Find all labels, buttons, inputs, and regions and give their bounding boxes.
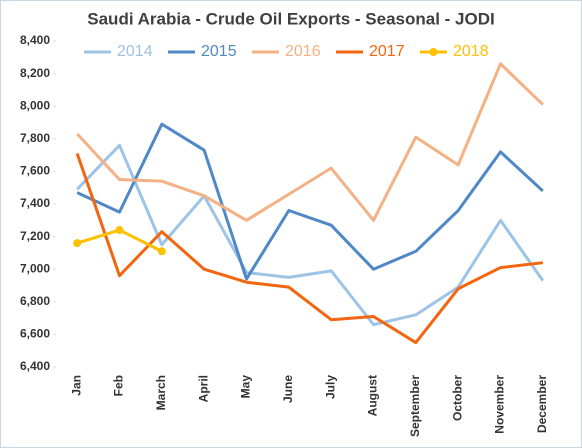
legend-label: 2016 bbox=[285, 43, 321, 60]
chart-title: Saudi Arabia - Crude Oil Exports - Seaso… bbox=[87, 9, 494, 28]
legend-label: 2014 bbox=[117, 43, 153, 60]
point bbox=[73, 239, 82, 248]
y-tick-label: 7,600 bbox=[20, 164, 50, 178]
point bbox=[115, 226, 124, 235]
series-line bbox=[76, 143, 545, 327]
y-tick-label: 7,000 bbox=[20, 261, 50, 275]
series-line bbox=[76, 122, 544, 281]
legend-marker bbox=[429, 48, 438, 56]
legend-label: 2015 bbox=[201, 43, 237, 60]
y-tick-label: 7,200 bbox=[20, 229, 50, 243]
point bbox=[157, 247, 166, 256]
x-tick-label: July bbox=[323, 375, 337, 399]
y-tick-label: 8,000 bbox=[20, 98, 50, 112]
x-tick-label: August bbox=[366, 375, 380, 416]
y-tick-label: 8,400 bbox=[20, 33, 50, 47]
y-tick-label: 6,600 bbox=[20, 327, 50, 341]
x-tick-label: October bbox=[450, 375, 464, 421]
x-tick-label: June bbox=[281, 375, 295, 403]
y-tick-label: 7,800 bbox=[20, 131, 50, 145]
y-tick-label: 7,400 bbox=[20, 196, 50, 210]
x-tick-label: May bbox=[239, 375, 253, 399]
x-tick-label: Feb bbox=[112, 375, 126, 396]
x-tick-label: March bbox=[154, 375, 168, 410]
x-tick-label: December bbox=[535, 375, 549, 433]
y-tick-label: 6,800 bbox=[20, 294, 50, 308]
x-tick-label: November bbox=[493, 375, 507, 434]
legend-label: 2018 bbox=[453, 43, 489, 60]
y-tick-label: 6,400 bbox=[20, 359, 50, 373]
series-line bbox=[75, 152, 544, 345]
legend-label: 2017 bbox=[369, 43, 405, 60]
x-tick-label: September bbox=[408, 375, 422, 437]
series-line bbox=[76, 62, 544, 222]
y-tick-label: 8,200 bbox=[20, 66, 50, 80]
x-tick-label: Jan bbox=[69, 375, 83, 396]
x-tick-label: April bbox=[196, 375, 210, 402]
